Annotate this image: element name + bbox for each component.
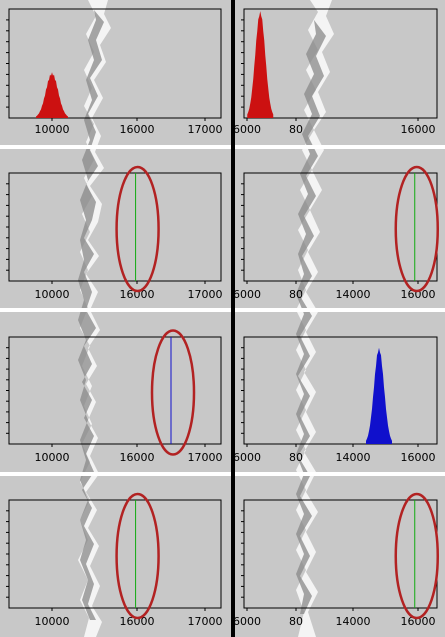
x-tick-label: 10000 [35,451,70,464]
y-axis-ticks [241,19,244,108]
x-tick-label: 6000 [233,615,261,628]
x-tick-label: 80 [289,451,303,464]
x-tick-label: 6000 [233,288,261,301]
x-tick-label: 10000 [35,288,70,301]
histogram-bars [247,11,274,118]
y-axis-ticks [241,510,244,598]
histogram-bars [366,347,392,444]
y-axis-ticks [241,347,244,434]
histogram-panel-r3-right: 6000 80 14000 16000 [233,336,438,464]
histogram-panel-r3-left: 10000 16000 17000 [6,329,223,464]
y-axis-ticks [6,347,9,434]
x-tick-label: 10000 [35,123,70,136]
highlight-ellipse [394,165,439,293]
x-tick-label: 80 [289,123,303,136]
histogram-panel-r4-right: 6000 80 14000 16000 [233,492,439,628]
x-tick-label: 6000 [233,123,261,136]
highlight-ellipse [150,329,196,456]
row-divider-3 [0,472,445,476]
row-divider-1 [0,145,445,149]
x-tick-label: 10000 [35,615,70,628]
x-tick-label: 16000 [401,123,436,136]
x-tick-label: 17000 [188,451,223,464]
x-tick-label: 14000 [336,288,371,301]
x-tick-label: 14000 [336,451,371,464]
x-tick-label: 16000 [401,615,436,628]
highlight-ellipse [115,492,160,620]
x-tick-label: 16000 [120,615,155,628]
x-tick-label: 6000 [233,451,261,464]
x-tick-label: 16000 [120,288,155,301]
x-tick-label: 17000 [188,615,223,628]
highlight-ellipse [394,492,439,620]
histogram-bars [36,72,68,118]
column-divider [231,0,235,637]
histogram-panel-r1-left: 10000 16000 17000 [6,8,223,136]
y-axis-ticks [6,183,9,271]
x-tick-label: 17000 [188,123,223,136]
histogram-panel-r4-left: 10000 16000 17000 [6,492,223,628]
x-tick-label: 16000 [401,288,436,301]
torn-strip-left [78,0,111,637]
y-axis-ticks [6,19,9,108]
x-tick-label: 17000 [188,288,223,301]
x-tick-label: 16000 [401,451,436,464]
histogram-panel-r1-right: 6000 80 16000 [233,8,438,136]
row-divider-2 [0,308,445,312]
histogram-panel-r2-left: 10000 16000 17000 [6,165,223,301]
x-tick-label: 80 [289,288,303,301]
torn-strip-right [296,0,334,637]
y-axis-ticks [6,510,9,598]
x-tick-label: 80 [289,615,303,628]
y-axis-ticks [241,183,244,271]
x-tick-label: 14000 [336,615,371,628]
x-tick-label: 16000 [120,123,155,136]
histogram-panel-r2-right: 6000 80 14000 16000 [233,165,439,301]
highlight-ellipse [115,165,160,293]
x-tick-label: 16000 [120,451,155,464]
